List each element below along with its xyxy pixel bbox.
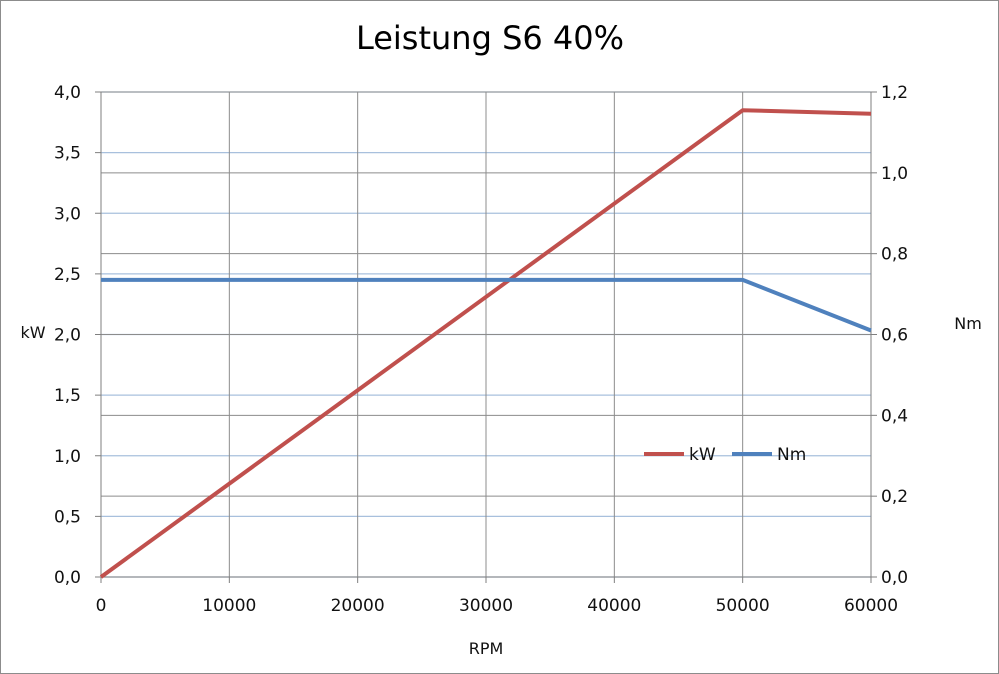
y-right-tick-label-2: 0,4 xyxy=(881,406,908,426)
y-left-tick-label-8: 4,0 xyxy=(54,83,81,103)
y-left-tick-label-2: 1,0 xyxy=(54,447,81,467)
series-line-Nm xyxy=(101,277,872,333)
series-layer xyxy=(99,108,872,579)
y-left-tick-label-1: 0,5 xyxy=(54,507,81,527)
x-tick-label-0: 0 xyxy=(96,596,107,616)
y-right-tick-label-3: 0,6 xyxy=(881,326,908,346)
y-right-tick-label-1: 0,2 xyxy=(881,487,908,507)
legend-label-Nm: Nm xyxy=(777,445,806,465)
y-right-tick-label-6: 1,2 xyxy=(881,83,908,103)
y-left-tick-label-4: 2,0 xyxy=(54,326,81,346)
x-tick-label-2: 20000 xyxy=(331,596,385,616)
grid-layer xyxy=(100,91,872,578)
y-left-axis-title: kW xyxy=(20,323,45,342)
chart-title: Leistung S6 40% xyxy=(356,19,624,57)
y-left-tick-label-6: 3,0 xyxy=(54,204,81,224)
x-tick-label-4: 40000 xyxy=(587,596,641,616)
axis-layer: 0 10000 20000 30000 40000 50000 60000 0,0 0,5 1,0… xyxy=(54,83,908,616)
x-tick-label-1: 10000 xyxy=(202,596,256,616)
legend: kW Nm xyxy=(644,445,806,465)
y-right-axis-title: Nm xyxy=(954,314,982,333)
x-axis-title: RPM xyxy=(469,639,504,658)
legend-label-kW: kW xyxy=(689,445,716,465)
x-tick-label-5: 50000 xyxy=(716,596,770,616)
y-left-tick-label-0: 0,0 xyxy=(54,568,81,588)
y-left-tick-label-7: 3,5 xyxy=(54,144,81,164)
y-right-tick-label-0: 0,0 xyxy=(881,568,908,588)
y-left-tick-label-5: 2,5 xyxy=(54,265,81,285)
x-tick-label-3: 30000 xyxy=(459,596,513,616)
y-right-tick-label-4: 0,8 xyxy=(881,245,908,265)
series-line-kW xyxy=(99,108,872,579)
x-tick-label-6: 60000 xyxy=(844,596,898,616)
y-left-tick-label-3: 1,5 xyxy=(54,386,81,406)
y-right-tick-label-5: 1,0 xyxy=(881,164,908,184)
